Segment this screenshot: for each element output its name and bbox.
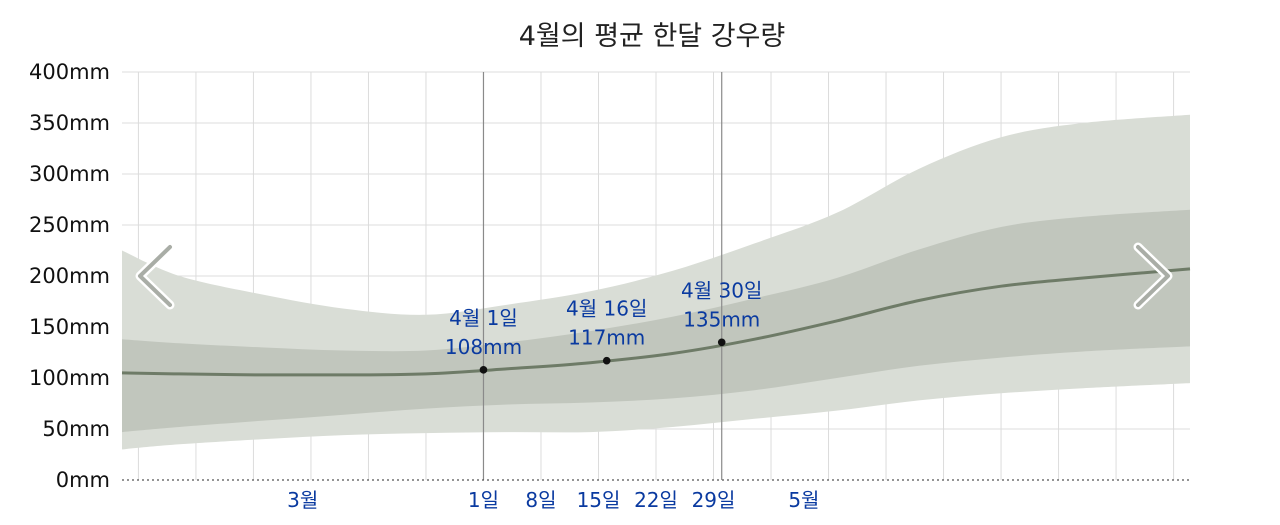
annotation-date: 4월 1일 bbox=[449, 306, 518, 330]
median-line-group bbox=[121, 267, 1191, 377]
bands bbox=[122, 114, 1190, 450]
y-tick-label: 250mm bbox=[29, 213, 110, 237]
y-tick-label: 300mm bbox=[29, 162, 110, 186]
x-day-label: 1일 bbox=[468, 488, 499, 512]
annotation-point bbox=[602, 356, 611, 365]
annotation-value: 108mm bbox=[445, 335, 522, 359]
annotation-point bbox=[717, 338, 726, 347]
x-month-label: 5월 bbox=[788, 488, 819, 512]
vertical-markers bbox=[482, 72, 723, 480]
chevron-left-icon[interactable] bbox=[135, 242, 175, 310]
annotation-date: 4월 16일 bbox=[566, 297, 647, 321]
annotation-date: 4월 30일 bbox=[681, 278, 762, 302]
chart-title: 4월의 평균 한달 강우량 bbox=[519, 21, 786, 52]
y-tick-label: 200mm bbox=[29, 264, 110, 288]
y-tick-label: 0mm bbox=[56, 468, 110, 492]
annotations: 4월 1일 108mm 4월 16일 117mm 4월 30일 135mm bbox=[445, 278, 762, 374]
x-month-label: 3월 bbox=[287, 488, 318, 512]
navigation[interactable] bbox=[135, 242, 1173, 310]
y-tick-label: 100mm bbox=[29, 366, 110, 390]
annotation-point bbox=[479, 366, 488, 374]
chevron-right-icon[interactable] bbox=[1133, 242, 1173, 310]
y-tick-label: 150mm bbox=[29, 315, 110, 339]
annotation-value: 117mm bbox=[568, 326, 645, 350]
annotation-value: 135mm bbox=[683, 307, 760, 331]
x-day-label: 15일 bbox=[577, 488, 621, 512]
x-day-label: 22일 bbox=[634, 488, 678, 512]
x-day-label: 8일 bbox=[525, 488, 556, 512]
y-tick-label: 400mm bbox=[29, 60, 110, 84]
y-tick-label: 50mm bbox=[42, 417, 110, 441]
y-tick-label: 350mm bbox=[29, 111, 110, 135]
x-day-label: 29일 bbox=[692, 488, 736, 512]
inner-band-p25-p75 bbox=[122, 209, 1190, 433]
axes: 0mm 50mm 100mm 150mm 200mm 250mm 300mm 350mm 400… bbox=[29, 60, 1190, 512]
median-line bbox=[121, 267, 1191, 377]
